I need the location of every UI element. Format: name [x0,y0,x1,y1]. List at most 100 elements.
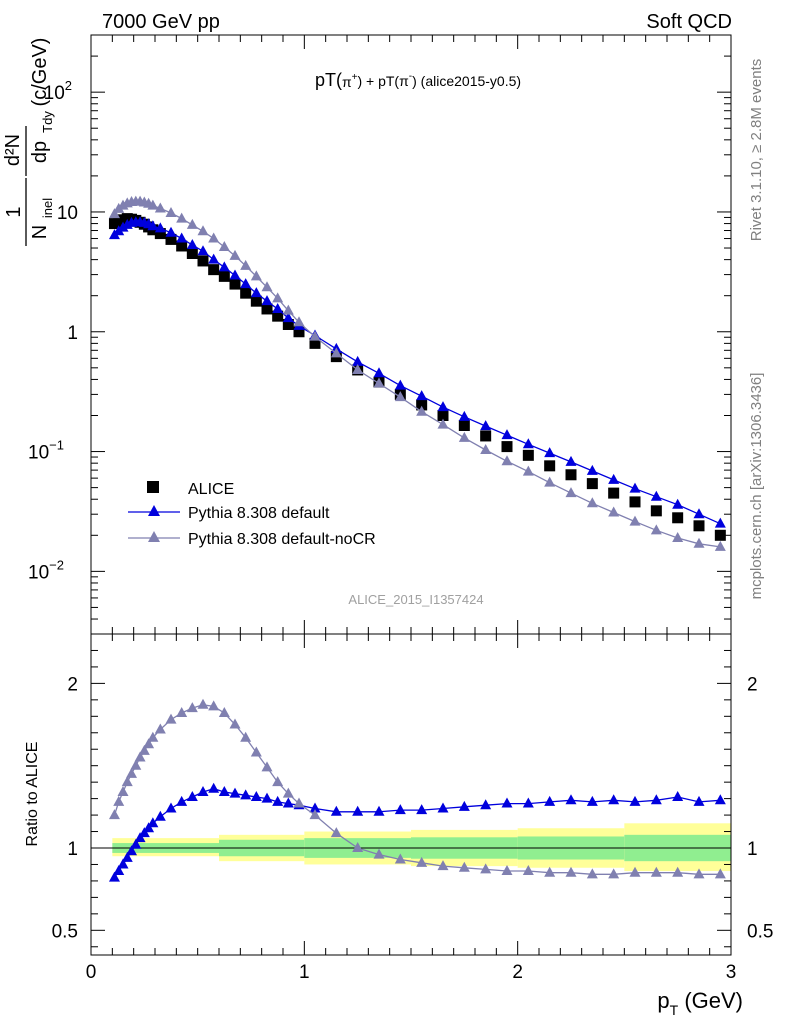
pythia-nocr-point [501,455,513,466]
pythia-nocr-point [693,537,705,548]
ratio-plot-panel: 0.5 0.5 1 1 2 2 0 1 2 3 Ratio to ALICE pT (GeV) [24,633,773,1018]
ratio-y-tick-label-right: 1 [747,839,758,860]
x-axis-label: pT (GeV) [657,988,743,1018]
main-plot-frame [90,34,732,635]
ratio-default-point [437,802,449,813]
alice-data-point [176,240,188,252]
pythia-nocr-point [522,465,534,476]
pythia-default-point [416,390,428,401]
alice-data-point [208,264,220,276]
ylabel-n: N [29,225,51,239]
ratio-default-point [261,792,273,803]
ratio-default-point [672,790,684,801]
pythia-nocr-point [293,316,305,327]
alice-data-point [240,287,252,299]
ratio-default-point [480,799,492,810]
x-tick-label: 3 [726,962,737,983]
ratio-default-point [394,804,406,815]
pythia-default-point [373,367,385,378]
x-tick-label: 0 [86,962,97,983]
ratio-nocr-point [154,723,166,734]
ratio-default-point [458,800,470,811]
main-plot-panel: 10−2 10−1 1 10 102 pT(π+) + pT(π-) (alice201… [2,34,732,635]
series-line-1 [114,221,721,525]
alice-data-point [229,278,241,290]
pythia-nocr-point [165,207,177,218]
y-tick-label: 1 [67,323,78,344]
pythia-nocr-point [437,418,449,429]
pythia-default-point [229,269,241,280]
legend-marker-default [148,505,160,516]
pythia-nocr-point [714,540,726,551]
alice-data-point [650,505,662,517]
ratio-nocr-point [501,865,513,876]
ratio-nocr-point [416,856,428,867]
legend: ALICE Pythia 8.308 default Pythia 8.308 … [128,481,376,548]
ylabel-tdy: Tdy [40,111,55,133]
alice-data-point [186,248,198,260]
pythia-nocr-point [147,199,159,210]
pythia-default-point [218,261,230,272]
alice-data-point [693,520,705,532]
alice-data-point [165,233,177,245]
alice-data-point [250,295,262,307]
pythia-nocr-point [672,531,684,542]
pythia-default-point [282,312,294,323]
ratio-default-point [714,794,726,805]
ratio-nocr-point [565,866,577,877]
pythia-nocr-point [309,330,321,341]
pythia-default-point [208,253,220,264]
ratio-nocr-point [143,738,155,749]
alice-data-point [261,303,273,315]
ratio-nocr-point [134,751,146,762]
pythia-default-point [250,287,262,298]
ratio-default-point [693,795,705,806]
ratio-nocr-point [176,707,188,718]
pythia-default-point [672,498,684,509]
ratio-nocr-point [126,767,138,778]
pythia-default-point [272,302,284,313]
pythia-default-point [117,221,129,232]
alice-data-point [501,441,513,453]
pythia-default-point [186,238,198,249]
ratio-default-point [330,805,342,816]
ratio-nocr-point [272,776,284,787]
alice-data-point [522,449,534,461]
ratio-default-point [176,795,188,806]
pythia-nocr-point [650,524,662,535]
ratio-nocr-point [229,718,241,729]
ratio-default-point [154,810,166,821]
ylabel-unit: (c/GeV) [29,38,51,107]
ratio-nocr-point [113,795,125,806]
rivet-version-label: Rivet 3.1.10, ≥ 2.8M events [748,59,765,242]
pythia-nocr-point [608,506,620,517]
ratio-nocr-point [121,776,133,787]
pythia-default-point [693,508,705,519]
ratio-nocr-point [693,868,705,879]
ratio-nocr-point [138,744,150,755]
pythia-nocr-point [330,347,342,358]
legend-label-nocr: Pythia 8.308 default-noCR [188,531,376,548]
legend-marker-nocr [148,531,160,542]
ratio-nocr-point [480,863,492,874]
ratio-default-point [240,789,252,800]
pythia-nocr-point [186,218,198,229]
ylabel-one: 1 [3,206,25,217]
ratio-default-point [608,794,620,805]
pythia-nocr-point [229,249,241,260]
alice-data-point [197,255,209,267]
pythia-nocr-point [458,431,470,442]
ratio-nocr-point [147,731,159,742]
pythia-default-point [240,278,252,289]
ratio-default-point [218,786,230,797]
ratio-default-point [108,871,120,882]
ratio-nocr-point [208,700,220,711]
ylabel-inel: inel [40,198,55,218]
pythia-nocr-point [565,487,577,498]
ratio-default-point [117,858,129,869]
ratio-nocr-point [714,868,726,879]
alice-data-point [309,337,321,349]
y-tick-label: 10−1 [28,438,64,464]
alice-data-point [714,529,726,541]
